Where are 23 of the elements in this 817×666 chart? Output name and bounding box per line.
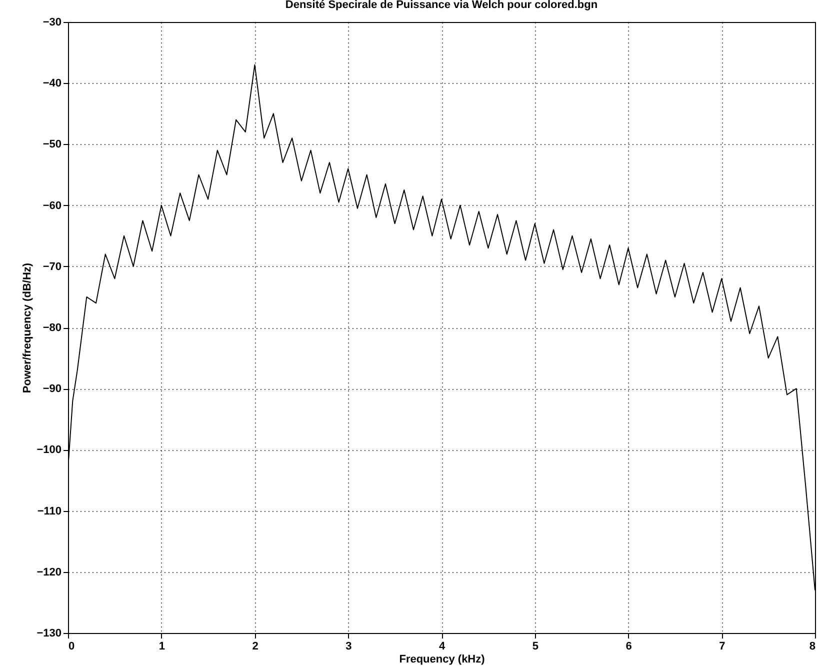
x-tick-label: 6 [626,640,632,652]
y-tick-label: −70 [42,260,62,273]
x-tick-label: 4 [438,640,446,652]
y-tick-label: −30 [42,16,62,28]
y-tick-label: −80 [42,322,62,334]
y-tick-label: −120 [36,566,62,578]
x-tick-label: 8 [809,640,816,652]
x-tick-label: 1 [158,640,165,652]
chart-title: Densité Specirale de Puissance via Welch pour colored.bgn [285,0,598,11]
x-tick-label: 3 [346,640,352,652]
y-tick-label: −100 [36,444,62,456]
y-tick-label: −40 [42,78,62,90]
y-tick-label: −50 [42,138,62,151]
y-axis-title: Power/frequency (dB/Hz) [22,262,34,394]
x-axis-title: Frequency (kHz) [399,654,486,666]
x-tick-label: 7 [719,640,726,652]
y-tick-label: −90 [42,383,62,396]
y-tick-label: −110 [37,505,62,518]
x-tick-label: 0 [68,640,75,652]
y-tick-label: −130 [36,628,62,640]
x-tick-label: 2 [252,640,258,652]
y-tick-label: −60 [42,200,62,212]
x-tick-label: 5 [532,640,538,652]
